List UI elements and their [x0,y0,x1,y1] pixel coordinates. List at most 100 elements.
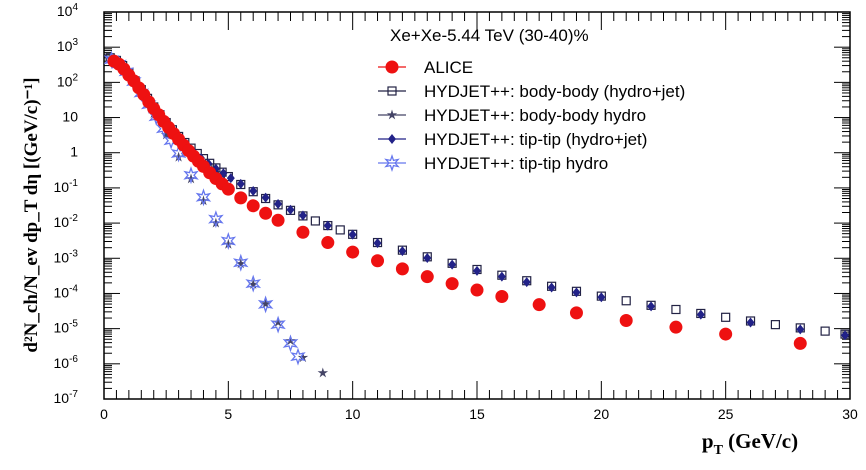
data-point [226,173,235,184]
x-axis-title: pT (GeV/c) [702,429,798,458]
y-tick-label: 10 [62,109,78,125]
y-tick-label: 10-4 [54,283,79,300]
data-point [321,236,335,250]
x-axis-tick-labels: 0 5 10 15 20 25 30 [100,406,858,422]
y-tick-label-base: 10 [54,179,70,195]
data-point [522,277,531,288]
data-point [669,320,683,334]
y-tick-label-base: 10 [54,355,70,371]
y-tick-label-exponent: -6 [69,354,78,365]
y-tick-label-base: 10 [57,73,73,89]
data-point [448,259,457,270]
data-point [371,254,385,268]
legend-marker [387,86,397,96]
data-point [497,271,506,282]
data-point [220,231,237,251]
data-point [259,206,273,220]
data-point [793,336,807,350]
data-point [290,347,306,366]
data-series [104,50,850,378]
y-axis-ticks [104,11,850,400]
y-tick-label: 10-1 [54,178,79,195]
data-point [271,213,285,227]
data-point [245,274,262,293]
data-point [274,198,283,209]
data-point [348,229,357,240]
data-point [246,199,260,213]
data-point [297,352,309,363]
data-point [261,192,270,203]
data-point [296,225,310,239]
data-point [248,279,259,289]
data-point [286,204,295,215]
data-point [160,129,172,140]
data-point [532,298,546,312]
data-point [473,265,481,276]
legend-label: HYDJET++: body-body (hydro+jet) [424,82,685,101]
y-tick-label-exponent: -1 [69,178,78,189]
data-point [470,283,484,297]
y-tick-label: 10-7 [54,389,79,406]
chart-title: Xe+Xe-5.44 TeV (30-40)% [390,26,589,45]
y-tick-label-exponent: 2 [72,72,78,83]
y-tick-label-base: 1 [70,144,78,160]
y-tick-label: 10-5 [54,319,79,336]
data-point [232,253,249,272]
y-tick-label-exponent: -3 [69,248,78,259]
legend-entry: HYDJET++: body-body (hydro+jet) [378,82,685,101]
y-tick-label: 102 [57,72,79,89]
legend-entry: HYDJET++: tip-tip hydro [378,153,608,173]
y-tick-label-exponent: -2 [69,213,78,224]
legend-entry: HYDJET++: body-body hydro [378,106,646,125]
data-point [647,301,656,312]
data-point [210,217,222,228]
y-tick-label-exponent: 3 [72,37,78,48]
x-axis-title-rest: (GeV/c) [723,429,798,453]
x-tick-label: 5 [224,406,232,422]
data-point [719,327,733,341]
data-point [398,246,407,257]
y-tick-label-exponent: -7 [69,389,78,400]
legend-marker [386,109,398,120]
data-point [323,220,332,231]
x-axis-title-sub: T [714,443,724,458]
legend-entry: ALICE [378,58,473,77]
legend: Xe+Xe-5.44 TeV (30-40)% ALICE HYDJET++: b… [378,26,685,173]
data-point [746,317,755,328]
y-tick-label-base: 10 [54,284,70,300]
data-point [270,315,286,334]
x-tick-label: 30 [842,406,858,422]
data-point [236,178,245,189]
x-axis-title-main: p [702,429,714,453]
y-tick-label-exponent: -5 [69,319,78,330]
data-point [597,292,606,303]
y-tick-label: 10-6 [54,354,79,371]
y-tick-label: 10-2 [54,213,79,230]
data-point [185,173,197,184]
data-point [572,287,581,298]
data-point [260,298,271,309]
data-point [335,225,345,235]
data-point [621,296,631,306]
data-point [696,309,705,320]
legend-entry: HYDJET++: tip-tip (hydro+jet) [378,130,647,149]
data-point [298,210,307,221]
y-tick-label: 1 [70,144,78,160]
legend-label: HYDJET++: body-body hydro [424,106,646,125]
legend-marker [385,60,399,74]
x-tick-label: 10 [345,406,361,422]
y-tick-label-base: 10 [57,38,73,54]
y-axis-title: d²N_ch/N_ev dp_T dη [(GeV/c)⁻¹] [21,77,42,352]
series-0 [107,54,807,350]
x-tick-label: 15 [469,406,485,422]
data-point [223,238,234,249]
y-tick-label: 10-3 [54,248,79,265]
y-tick-label-base: 10 [54,320,70,336]
data-point [420,270,434,284]
plot-frame [103,11,851,400]
data-point [208,210,224,229]
data-point [234,191,248,205]
data-point [547,282,556,293]
